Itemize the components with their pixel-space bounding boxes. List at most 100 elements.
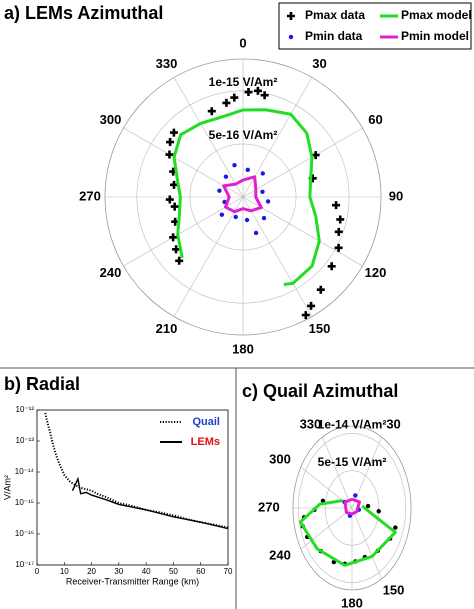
data-point xyxy=(334,227,343,236)
data-point xyxy=(307,301,316,310)
y-tick-label: 10⁻¹⁷ xyxy=(15,560,34,569)
angle-label: 90 xyxy=(389,188,403,203)
data-point xyxy=(207,107,216,116)
legend-label: LEMs xyxy=(191,436,220,448)
data-point xyxy=(365,503,371,509)
ring-label: 1e-14 V/Am² xyxy=(318,418,387,432)
spoke xyxy=(123,196,244,267)
data-point xyxy=(222,98,231,107)
series-line xyxy=(44,412,229,529)
data-point xyxy=(170,202,179,211)
angle-label: 180 xyxy=(341,595,363,609)
data-point xyxy=(219,212,225,217)
data-point xyxy=(260,91,269,100)
x-tick-label: 50 xyxy=(169,567,178,576)
ring xyxy=(298,433,406,583)
spoke xyxy=(173,196,244,317)
x-tick-label: 10 xyxy=(60,567,69,576)
data-point xyxy=(233,214,238,220)
series-line xyxy=(71,476,229,530)
spoke xyxy=(300,507,353,550)
data-point xyxy=(169,128,178,137)
ring-label: 5e-15 V/Am² xyxy=(318,455,387,469)
data-point xyxy=(332,201,341,210)
angle-label: 330 xyxy=(156,56,178,71)
x-tick-label: 0 xyxy=(35,567,40,576)
angle-label: 270 xyxy=(258,499,280,514)
x-tick-label: 40 xyxy=(142,567,151,576)
data-point xyxy=(376,509,381,514)
data-point xyxy=(316,285,325,294)
model-line xyxy=(222,175,263,214)
data-point xyxy=(301,311,310,320)
ring-label: 1e-15 V/Am² xyxy=(209,75,278,89)
plot-frame xyxy=(36,409,229,566)
model-line xyxy=(298,499,397,567)
x-tick-label: 30 xyxy=(114,567,123,576)
x-tick-label: 60 xyxy=(196,567,205,576)
y-axis-label: V/Am² xyxy=(2,475,12,500)
angle-label: 330 xyxy=(300,416,322,431)
angle-label: 240 xyxy=(269,547,291,562)
x-tick-label: 20 xyxy=(87,567,96,576)
legend-label: Pmin model xyxy=(401,29,469,43)
data-point xyxy=(327,262,336,271)
data-point xyxy=(336,215,345,224)
angle-label: 270 xyxy=(79,188,101,203)
model-line xyxy=(343,497,361,516)
data-point xyxy=(244,88,253,97)
data-point xyxy=(288,34,294,40)
angle-label: 120 xyxy=(365,265,387,280)
ring xyxy=(189,143,297,251)
data-point xyxy=(261,215,267,221)
data-point xyxy=(244,217,250,223)
angle-label: 300 xyxy=(100,112,122,127)
data-point xyxy=(169,233,178,242)
x-tick-label: 70 xyxy=(224,567,233,576)
chart-title: c) Quail Azimuthal xyxy=(242,381,398,401)
data-point xyxy=(260,189,265,194)
data-point xyxy=(217,188,222,193)
angle-label: 240 xyxy=(100,265,122,280)
data-point xyxy=(165,150,174,159)
spoke xyxy=(242,127,363,198)
spoke xyxy=(242,196,313,317)
chart-title: b) Radial xyxy=(4,374,80,394)
spoke xyxy=(173,77,244,198)
angle-label: 300 xyxy=(269,451,291,466)
model-line xyxy=(172,108,321,287)
angle-label: 210 xyxy=(156,321,178,336)
data-point xyxy=(253,230,259,236)
data-point xyxy=(172,245,181,254)
y-tick-label: 10⁻¹⁵ xyxy=(15,498,34,507)
spoke xyxy=(351,507,382,580)
x-axis-label: Receiver-Transmitter Range (km) xyxy=(66,576,199,586)
legend-label: Pmax model xyxy=(401,8,472,22)
data-point xyxy=(223,174,229,179)
data-point xyxy=(353,493,358,498)
legend-box xyxy=(278,2,472,50)
data-point xyxy=(265,199,271,204)
spoke xyxy=(322,436,353,509)
data-point xyxy=(165,195,174,204)
data-point xyxy=(334,243,343,252)
data-point xyxy=(170,180,179,189)
spoke xyxy=(242,196,363,267)
data-point xyxy=(287,12,295,20)
data-point xyxy=(230,93,239,102)
y-tick-label: 10⁻¹⁴ xyxy=(15,467,35,476)
data-point xyxy=(166,138,175,147)
spoke xyxy=(351,436,382,509)
ring xyxy=(136,90,350,304)
data-point xyxy=(245,167,250,173)
data-point xyxy=(393,525,398,530)
chart-title: a) LEMs Azimuthal xyxy=(4,3,163,23)
angle-label: 30 xyxy=(386,416,400,431)
y-tick-label: 10⁻¹³ xyxy=(16,436,35,445)
data-point xyxy=(232,163,237,168)
legend-label: Quail xyxy=(192,416,220,428)
angle-label: 30 xyxy=(312,56,326,71)
y-tick-label: 10⁻¹⁶ xyxy=(15,529,34,538)
angle-label: 150 xyxy=(309,321,331,336)
ring-label: 5e-16 V/Am² xyxy=(209,128,278,142)
